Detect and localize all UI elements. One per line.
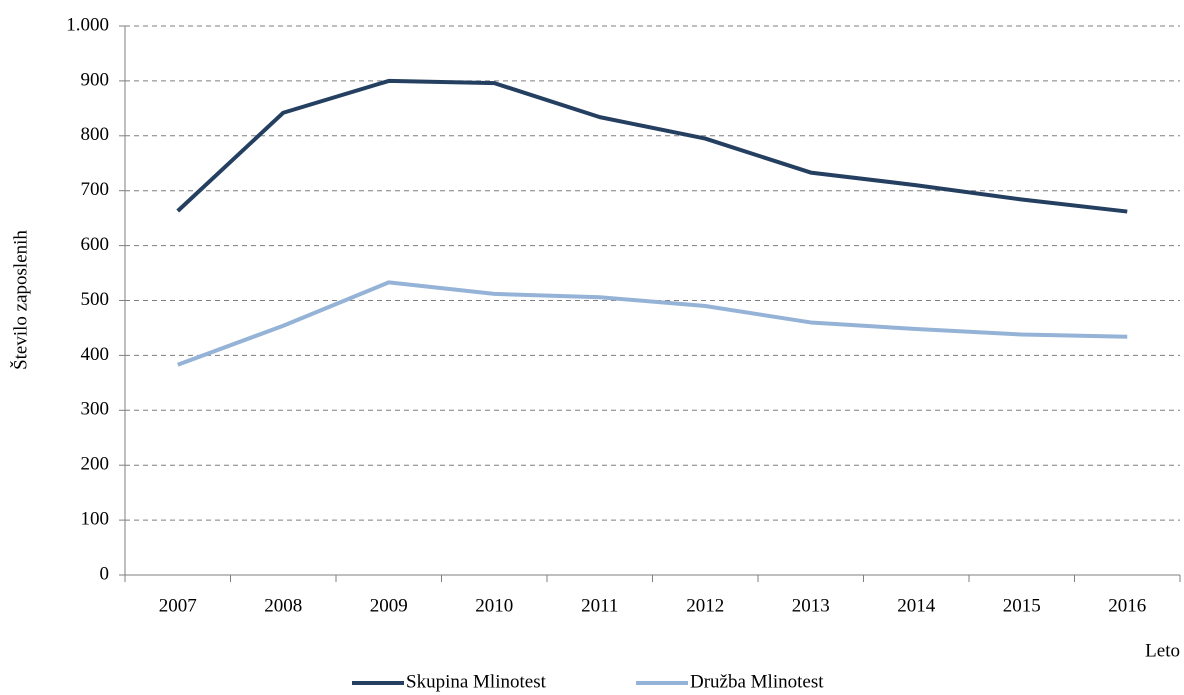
y-tick-label: 100 [81, 508, 110, 529]
y-tick-label: 500 [81, 289, 110, 310]
y-tick-label: 200 [81, 454, 110, 475]
y-tick-label: 1.000 [66, 14, 109, 35]
x-tick-label: 2015 [1003, 595, 1041, 616]
line-series [177, 280, 1128, 367]
x-tick-label: 2012 [686, 595, 724, 616]
x-axis-label: Leto [1145, 640, 1180, 661]
line-series [176, 78, 1128, 214]
legend-label: Družba Mlinotest [690, 671, 824, 692]
x-tick-label: 2009 [370, 595, 408, 616]
x-tick-label: 2008 [264, 595, 302, 616]
x-tick-label: 2007 [159, 595, 197, 616]
y-axis-label: Število zaposlenih [9, 230, 31, 370]
y-tick-label: 800 [81, 124, 110, 145]
y-tick-label: 600 [81, 234, 110, 255]
x-tick-label: 2013 [792, 595, 830, 616]
x-tick-label: 2014 [897, 595, 936, 616]
x-tick-label: 2016 [1108, 595, 1146, 616]
x-tick-label: 2010 [475, 595, 513, 616]
y-tick-label: 300 [81, 399, 110, 420]
x-tick-label: 2011 [581, 595, 618, 616]
y-tick-label: 0 [100, 563, 110, 584]
y-tick-label: 900 [81, 69, 110, 90]
y-tick-label: 400 [81, 344, 110, 365]
y-tick-label: 700 [81, 179, 110, 200]
legend-label: Skupina Mlinotest [406, 671, 547, 692]
